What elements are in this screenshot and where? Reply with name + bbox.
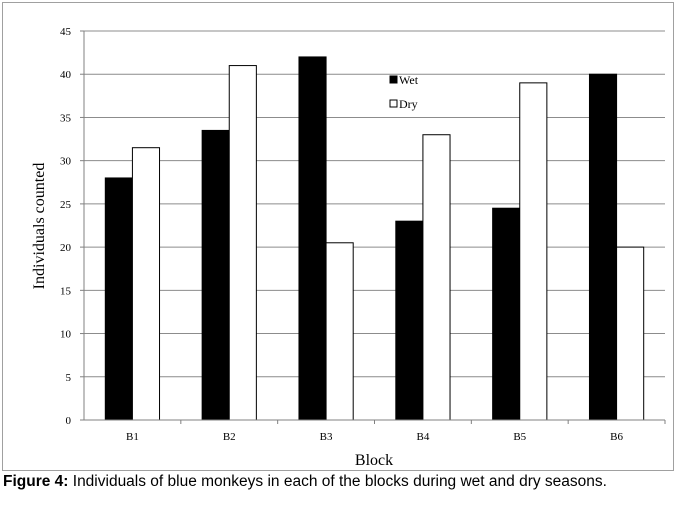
caption-label: Figure 4: [3,473,69,490]
x-tick-label: B6 [610,431,623,443]
bar-dry-b3 [325,242,354,421]
x-tick-label: B2 [223,431,236,443]
x-tick-label: B5 [513,431,526,443]
legend-swatch-wet [389,75,398,84]
y-tick-label: 0 [66,415,72,427]
bar-wet-b6 [588,73,618,421]
bar-wet-b2 [201,129,230,421]
bar-wet-b1 [104,177,133,421]
legend-label-dry: Dry [399,97,418,111]
bars [104,56,645,421]
caption-text: Individuals of blue monkeys in each of t… [68,473,607,490]
bar-wet-b4 [395,220,424,421]
y-tick-label: 45 [60,26,72,38]
legend: Wet Dry [389,73,419,111]
y-tick-label: 30 [60,156,72,168]
bar-dry-b2 [228,65,257,421]
x-tick-label: B3 [320,431,333,443]
bar-dry-b4 [422,134,451,421]
y-tick-label: 15 [60,285,72,297]
bar-chart: 0 5 10 15 20 25 30 35 40 45 B1 B2 B3 B4 B5 B6 Block In… [31,26,666,469]
legend-swatch-dry [389,99,398,108]
bar-wet-b5 [492,207,521,421]
y-tick-label: 35 [60,112,72,124]
y-tick-label: 40 [60,69,72,81]
y-tick-label: 10 [60,329,72,341]
y-tick-label: 5 [66,372,72,384]
y-axis-tick-labels: 0 5 10 15 20 25 30 35 40 45 [60,26,84,427]
figure-caption: Figure 4: Individuals of blue monkeys in… [3,472,675,491]
y-tick-label: 20 [60,242,72,254]
x-axis-title: Block [355,452,393,469]
bar-wet-b3 [298,56,327,421]
x-tick-label: B1 [126,431,139,443]
bar-dry-b5 [519,82,548,421]
bar-dry-b1 [131,147,161,421]
legend-label-wet: Wet [399,73,419,87]
x-tick-label: B4 [416,431,429,443]
gridlines [84,30,665,378]
bar-dry-b6 [616,246,645,421]
y-axis-title: Individuals counted [31,163,48,290]
x-axis-tick-labels: B1 B2 B3 B4 B5 B6 [126,420,666,443]
y-tick-label: 25 [60,199,72,211]
